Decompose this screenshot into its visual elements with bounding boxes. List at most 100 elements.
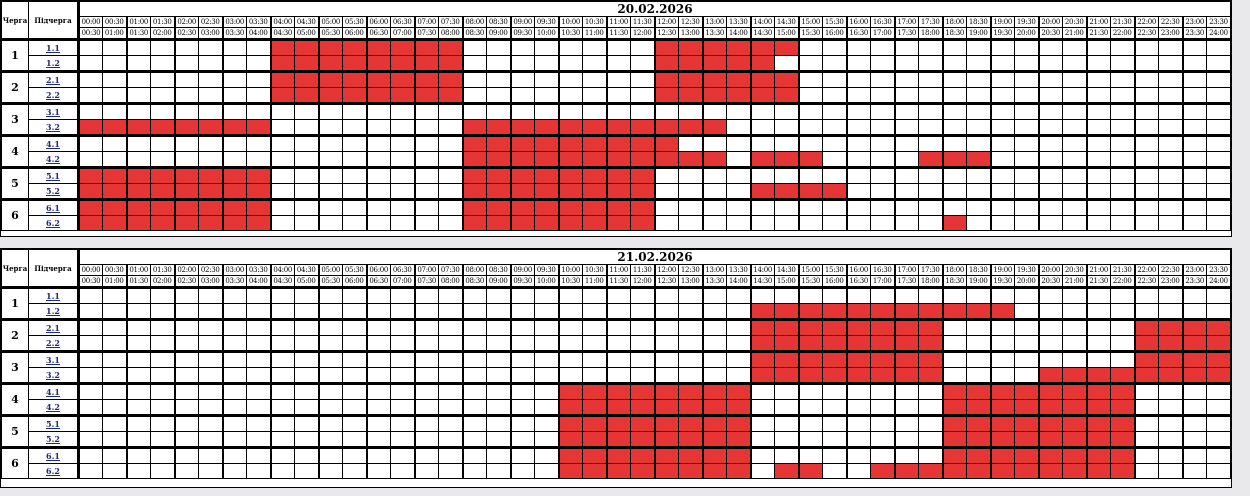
outage-slot — [678, 38, 703, 56]
power-slot — [630, 55, 655, 72]
time-end-label: 14:00 — [726, 27, 751, 40]
time-start-label: 14:00 — [749, 16, 775, 28]
power-slot — [294, 166, 319, 184]
power-slot — [1110, 303, 1135, 320]
power-slot — [749, 399, 775, 416]
time-end-label: 24:00 — [1206, 275, 1231, 288]
time-end-label: 23:30 — [1181, 27, 1207, 40]
time-start-label: 22:30 — [1158, 264, 1183, 276]
power-slot — [582, 70, 607, 88]
power-slot — [893, 215, 919, 231]
power-slot — [1133, 102, 1159, 120]
power-slot — [653, 286, 679, 304]
power-slot — [1085, 151, 1111, 168]
queue-label: 2 — [1, 318, 29, 352]
time-start-label: 15:30 — [822, 16, 847, 28]
time-end-label: 23:00 — [1158, 27, 1183, 40]
outage-slot — [557, 446, 583, 464]
outage-slot — [413, 38, 439, 56]
outage-slot — [150, 183, 175, 200]
power-slot — [461, 102, 487, 120]
time-end-label: 21:00 — [1062, 27, 1087, 40]
power-slot — [246, 463, 271, 479]
power-slot — [461, 463, 487, 479]
power-slot — [486, 463, 511, 479]
subqueue-label: 5.2 — [28, 431, 79, 448]
outage-slot — [870, 303, 895, 320]
power-slot — [461, 70, 487, 88]
power-slot — [390, 414, 415, 432]
outage-slot — [678, 463, 703, 479]
power-slot — [461, 431, 487, 448]
power-slot — [582, 87, 607, 104]
time-end-label: 16:30 — [845, 27, 871, 40]
power-slot — [221, 399, 247, 416]
outage-slot — [1037, 399, 1063, 416]
outage-slot — [102, 183, 127, 200]
outage-slot — [653, 463, 679, 479]
power-slot — [221, 350, 247, 368]
outage-slot — [726, 431, 751, 448]
outage-slot — [822, 350, 847, 368]
power-slot — [1110, 38, 1135, 56]
power-slot — [390, 134, 415, 152]
time-start-label: 01:30 — [150, 264, 175, 276]
outage-slot — [77, 215, 103, 231]
power-slot — [1181, 134, 1207, 152]
power-slot — [294, 303, 319, 320]
outage-slot — [198, 198, 223, 216]
outage-slot — [845, 367, 871, 384]
power-slot — [1062, 151, 1087, 168]
outage-slot — [294, 87, 319, 104]
power-slot — [461, 286, 487, 304]
time-start-label: 16:30 — [870, 264, 895, 276]
subqueue-label: 6.2 — [28, 215, 79, 231]
time-start-label: 09:30 — [534, 264, 559, 276]
power-slot — [653, 367, 679, 384]
power-slot — [557, 367, 583, 384]
outage-slot — [102, 166, 127, 184]
outage-slot — [605, 382, 631, 400]
power-slot — [509, 414, 535, 432]
power-slot — [413, 335, 439, 352]
power-slot — [461, 335, 487, 352]
power-slot — [1062, 119, 1087, 136]
time-end-label: 09:00 — [486, 275, 511, 288]
time-end-label: 19:30 — [989, 27, 1015, 40]
time-start-label: 18:00 — [941, 264, 967, 276]
time-end-label: 21:30 — [1085, 27, 1111, 40]
outage-slot — [774, 151, 799, 168]
power-slot — [1085, 350, 1111, 368]
power-slot — [1133, 286, 1159, 304]
power-slot — [701, 303, 727, 320]
power-slot — [486, 335, 511, 352]
outage-slot — [1110, 367, 1135, 384]
power-slot — [1014, 183, 1039, 200]
power-slot — [173, 446, 199, 464]
time-end-label: 19:00 — [966, 275, 991, 288]
power-slot — [342, 215, 367, 231]
outage-slot — [1062, 367, 1087, 384]
power-slot — [845, 151, 871, 168]
power-slot — [1206, 399, 1231, 416]
power-slot — [77, 367, 103, 384]
power-slot — [870, 399, 895, 416]
power-slot — [774, 198, 799, 216]
power-slot — [1085, 286, 1111, 304]
power-slot — [342, 318, 367, 336]
power-slot — [630, 318, 655, 336]
power-slot — [246, 399, 271, 416]
power-slot — [221, 55, 247, 72]
queue-label: 6 — [1, 198, 29, 231]
time-start-label: 03:30 — [246, 16, 271, 28]
power-slot — [198, 414, 223, 432]
power-slot — [317, 286, 343, 304]
outage-slot — [125, 215, 151, 231]
power-slot — [413, 303, 439, 320]
power-slot — [438, 198, 463, 216]
power-slot — [173, 399, 199, 416]
power-slot — [726, 318, 751, 336]
power-slot — [486, 318, 511, 336]
power-slot — [342, 183, 367, 200]
power-slot — [918, 286, 943, 304]
